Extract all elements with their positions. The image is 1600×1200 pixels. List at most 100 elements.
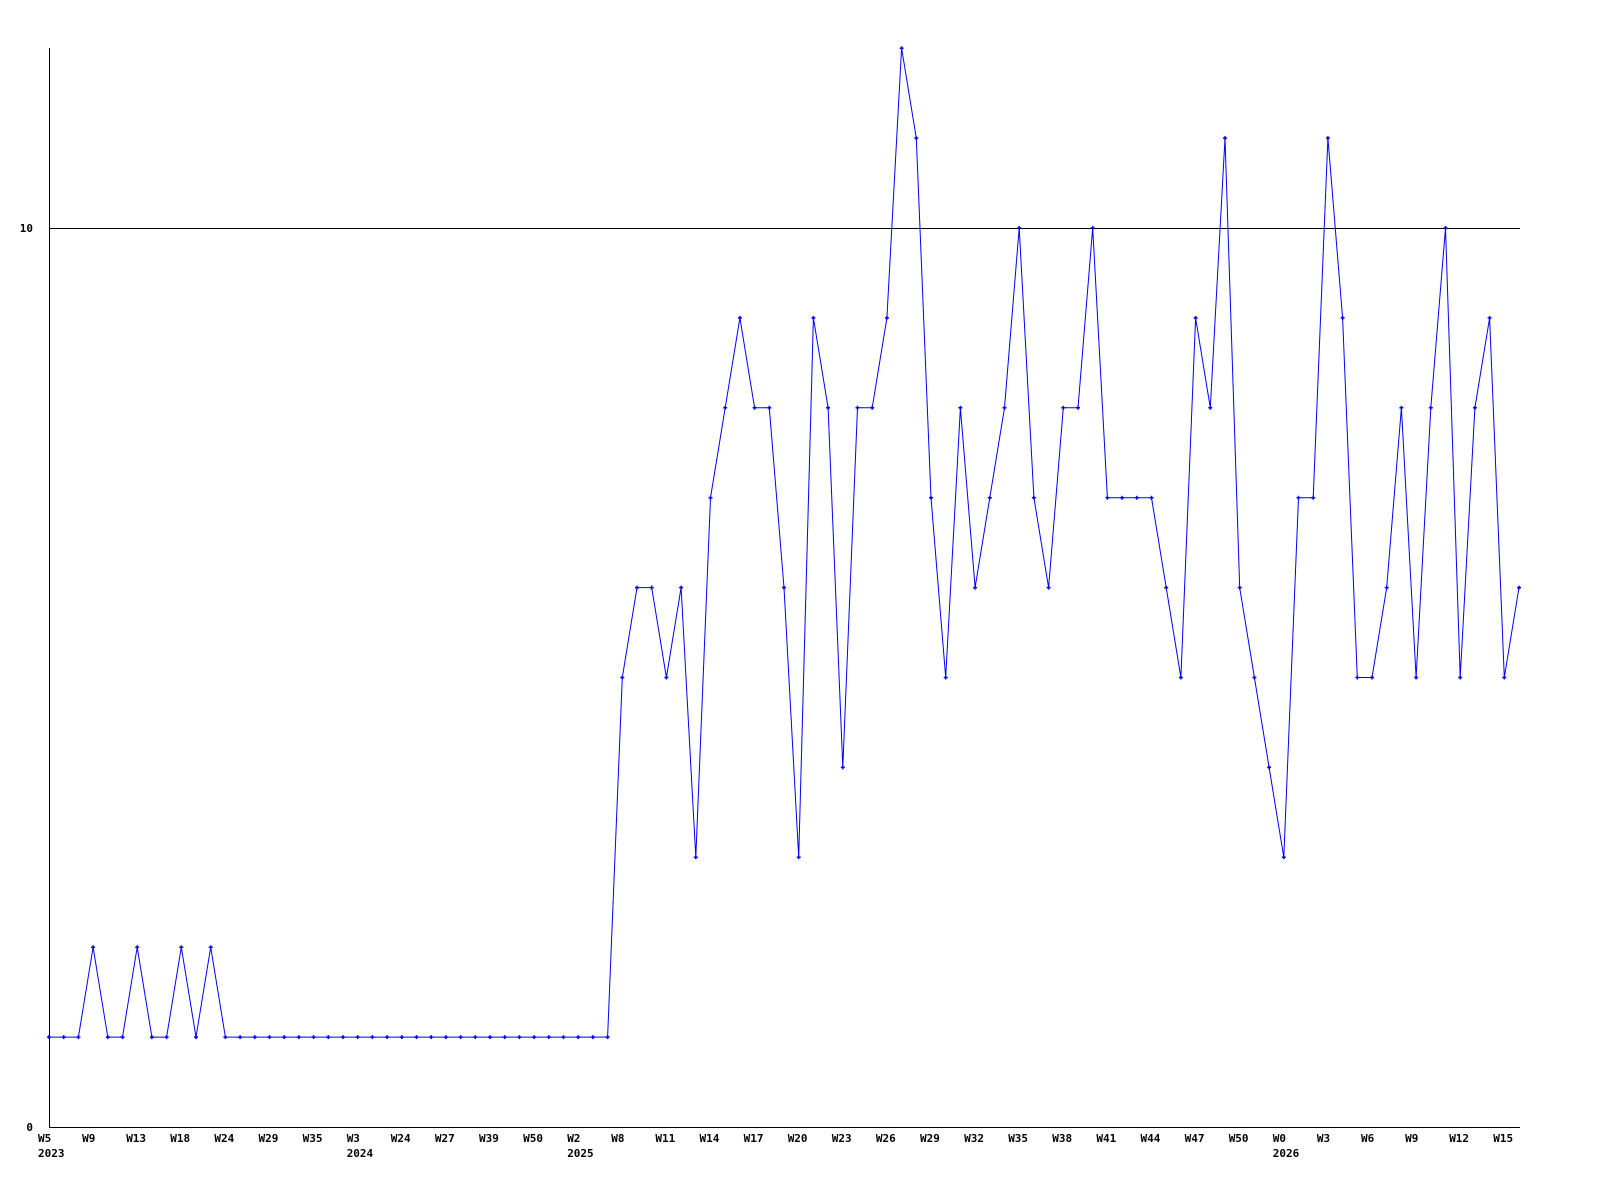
- x-tick-label: W44: [1141, 1132, 1161, 1145]
- data-point: [664, 675, 669, 680]
- x-tick-label: W32: [964, 1132, 984, 1145]
- data-point: [1502, 675, 1507, 680]
- data-point: [884, 315, 889, 320]
- data-point: [737, 315, 742, 320]
- x-tick-label: W26: [876, 1132, 896, 1145]
- data-point: [973, 585, 978, 590]
- x-tick-label: W29: [920, 1132, 940, 1145]
- data-point: [443, 1035, 448, 1040]
- data-point: [1164, 585, 1169, 590]
- data-point: [252, 1035, 257, 1040]
- x-tick-label: W24: [391, 1132, 411, 1145]
- data-point: [1443, 226, 1448, 230]
- data-point: [223, 1035, 228, 1040]
- x-tick-label: W35: [303, 1132, 323, 1145]
- x-year-label: 2025: [567, 1147, 594, 1160]
- data-point: [1178, 675, 1183, 680]
- data-point: [282, 1035, 287, 1040]
- data-point: [1120, 495, 1125, 500]
- data-point: [135, 945, 140, 950]
- data-point: [414, 1035, 419, 1040]
- data-point: [811, 315, 816, 320]
- data-point: [502, 1035, 507, 1040]
- x-tick-label: W5: [38, 1132, 51, 1145]
- data-point: [576, 1035, 581, 1040]
- x-tick-label: W41: [1096, 1132, 1116, 1145]
- x-tick-label: W15: [1493, 1132, 1513, 1145]
- data-point: [179, 945, 184, 950]
- data-point: [1370, 675, 1374, 680]
- data-point: [1223, 136, 1227, 141]
- data-point: [649, 585, 654, 590]
- data-point: [620, 675, 625, 680]
- data-point: [590, 1035, 595, 1040]
- data-point: [1193, 315, 1198, 320]
- data-point: [561, 1035, 566, 1040]
- x-tick-label: W3: [1317, 1132, 1330, 1145]
- data-point: [399, 1035, 404, 1040]
- data-point: [208, 945, 213, 950]
- data-point: [1487, 315, 1492, 320]
- data-point: [1472, 405, 1477, 410]
- x-tick-labels: W5 2023 W9 W13 W18 W24 W29 W35 W3 2024 W24 W27 W39 W5…: [38, 1132, 1513, 1160]
- x-tick-label: W47: [1185, 1132, 1205, 1145]
- x-tick-label: W6: [1361, 1132, 1375, 1145]
- data-point: [296, 1035, 301, 1040]
- data-point: [1134, 495, 1139, 500]
- data-point: [1090, 226, 1095, 230]
- data-point: [1296, 495, 1301, 500]
- data-point: [370, 1035, 375, 1040]
- data-point: [723, 405, 728, 410]
- x-tick-label: W9: [1405, 1132, 1418, 1145]
- data-point: [1517, 585, 1521, 590]
- data-point: [385, 1035, 390, 1040]
- data-point: [194, 1035, 198, 1040]
- data-point: [1399, 405, 1404, 410]
- data-point: [1325, 136, 1330, 141]
- x-tick-label: W38: [1052, 1132, 1072, 1145]
- data-point: [105, 1035, 110, 1040]
- data-point: [1061, 405, 1066, 410]
- x-tick-label: W18: [170, 1132, 190, 1145]
- data-point: [855, 405, 860, 410]
- x-tick-label: W11: [655, 1132, 675, 1145]
- x-tick-label: W20: [788, 1132, 808, 1145]
- data-point: [693, 855, 698, 860]
- data-point: [120, 1035, 125, 1040]
- data-point: [679, 585, 684, 590]
- data-point: [91, 945, 96, 950]
- data-point: [473, 1035, 478, 1040]
- x-tick-label: W35: [1008, 1132, 1028, 1145]
- data-point: [914, 136, 919, 141]
- x-tick-label: W3: [347, 1132, 360, 1145]
- data-point: [1281, 855, 1286, 860]
- data-point: [149, 1035, 154, 1040]
- data-point: [767, 405, 772, 410]
- x-tick-label: W12: [1449, 1132, 1469, 1145]
- data-point: [1384, 585, 1389, 590]
- x-tick-label: W39: [479, 1132, 499, 1145]
- data-point: [870, 405, 875, 410]
- data-point: [1237, 585, 1242, 590]
- x-year-label: 2023: [38, 1147, 65, 1160]
- data-point: [517, 1035, 522, 1040]
- data-point: [76, 1035, 81, 1040]
- x-year-label: 2026: [1273, 1147, 1300, 1160]
- data-point: [1002, 405, 1007, 410]
- data-point: [987, 495, 992, 500]
- data-point: [458, 1035, 463, 1040]
- data-point: [1414, 675, 1419, 680]
- data-point: [1031, 495, 1036, 500]
- data-point: [532, 1035, 537, 1040]
- x-tick-label: W50: [523, 1132, 543, 1145]
- data-point: [429, 1035, 434, 1040]
- data-point: [929, 495, 933, 500]
- data-point: [1017, 226, 1022, 230]
- x-tick-label: W27: [435, 1132, 455, 1145]
- data-point: [708, 495, 713, 500]
- data-point: [1149, 495, 1154, 500]
- x-tick-label: W13: [126, 1132, 146, 1145]
- data-point: [546, 1035, 551, 1040]
- data-point: [164, 1035, 169, 1040]
- y-tick-labels: 0 10: [20, 222, 33, 1134]
